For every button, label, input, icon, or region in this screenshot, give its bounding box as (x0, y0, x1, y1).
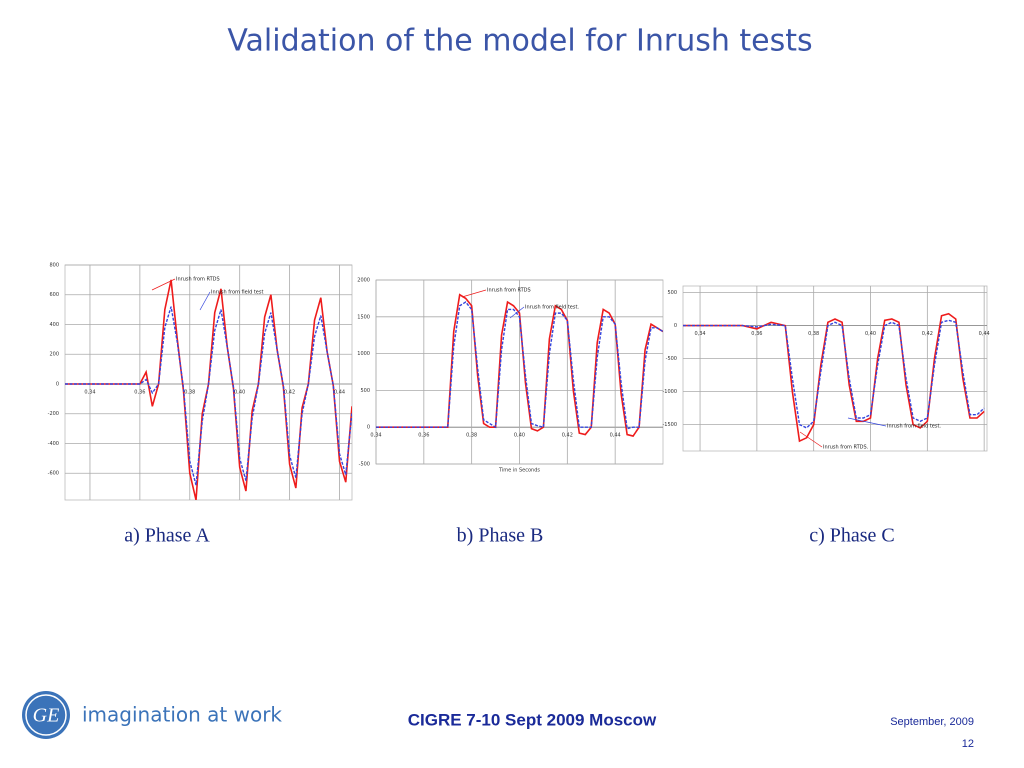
x-tick-label: 0,44 (610, 433, 621, 439)
x-tick-label: 0,44 (979, 331, 990, 337)
caption: a) Phase A (124, 525, 210, 547)
chart: 2000 1500 1000 500 0 -500 0,34 0,36 0,38 0,40 0,42… (357, 278, 664, 474)
x-tick-label: 0,42 (284, 389, 295, 395)
x-tick-label: 0,36 (134, 389, 145, 395)
x-tick-label: 0,38 (466, 433, 477, 439)
y-tick-label: -500 (666, 356, 677, 362)
event: CIGRE 7-10 Sept 2009 Moscow (408, 710, 657, 729)
series-line (376, 293, 663, 437)
y-tick-label: -400 (48, 441, 59, 447)
y-tick-label: -200 (48, 411, 59, 417)
callout-line (509, 306, 525, 319)
x-tick-label: 0,40 (234, 389, 245, 395)
page-number: 12 (962, 738, 974, 750)
x-tick-label: 0,34 (370, 433, 381, 439)
chart: 500 0 -500 -1000 -1500 0,34 0,36 0,38 0,40 0,42 0,… (662, 285, 990, 452)
callout-line (461, 289, 487, 298)
y-tick-label: 2000 (357, 278, 370, 284)
x-tick-label: 0,34 (694, 331, 705, 337)
caption: c) Phase C (809, 525, 895, 547)
y-tick-label: 0 (674, 323, 677, 329)
series-line (376, 301, 663, 430)
legend-label: Inrush from field test. (887, 424, 941, 430)
x-tick-label: 0,42 (562, 433, 573, 439)
x-tick-label: 0,42 (922, 331, 933, 337)
callout-line (799, 431, 823, 448)
slide-title: Validation of the model for Inrush tests (227, 24, 812, 59)
plot-area (682, 285, 988, 452)
y-tick-label: 800 (49, 263, 59, 269)
legend-label: Inrush from field test. (525, 305, 579, 311)
date: September, 2009 (890, 716, 974, 728)
callout-line (151, 278, 176, 291)
y-tick-label: 200 (49, 352, 59, 358)
legend-label: Inrush from RTDS (176, 277, 220, 283)
chart: 800 600 400 200 0 -200 -400 -600 0,34 0,36 0,38 0,4… (48, 263, 353, 501)
legend-label: Inrush from RTDS. (823, 445, 869, 451)
x-tick-label: 0,36 (418, 433, 429, 439)
y-tick-label: 400 (49, 322, 59, 328)
y-tick-label: 600 (49, 292, 59, 298)
y-tick-label: -600 (48, 471, 59, 477)
y-tick-label: -1500 (662, 422, 677, 428)
series-line (65, 306, 352, 486)
callout-line (847, 417, 887, 427)
callout-line (199, 291, 211, 311)
x-tick-label: 0,40 (514, 433, 525, 439)
legend-label: Inrush from field test (211, 290, 263, 296)
y-tick-label: 0 (367, 425, 370, 431)
y-tick-label: 500 (360, 388, 370, 394)
x-axis-label: Time in Seconds (498, 468, 540, 474)
svg-text:GE: GE (33, 705, 60, 727)
y-tick-label: -1000 (662, 389, 677, 395)
x-tick-label: 0,36 (751, 331, 762, 337)
tagline: imagination at work (82, 703, 282, 727)
x-tick-label: 0,38 (808, 331, 819, 337)
x-tick-label: 0,34 (84, 389, 95, 395)
series-line (683, 319, 985, 429)
x-tick-label: 0,44 (334, 389, 345, 395)
y-tick-label: 1000 (357, 351, 370, 357)
x-tick-label: 0,38 (184, 389, 195, 395)
ge-logo: GE (22, 691, 70, 739)
y-tick-label: 1500 (357, 314, 370, 320)
caption: b) Phase B (457, 525, 544, 547)
series-line (683, 312, 985, 443)
y-tick-label: -500 (359, 462, 370, 468)
legend-label: Inrush from RTDS (487, 288, 531, 294)
y-tick-label: 0 (56, 381, 59, 387)
x-tick-label: 0,40 (865, 331, 876, 337)
y-tick-label: 500 (667, 290, 677, 296)
